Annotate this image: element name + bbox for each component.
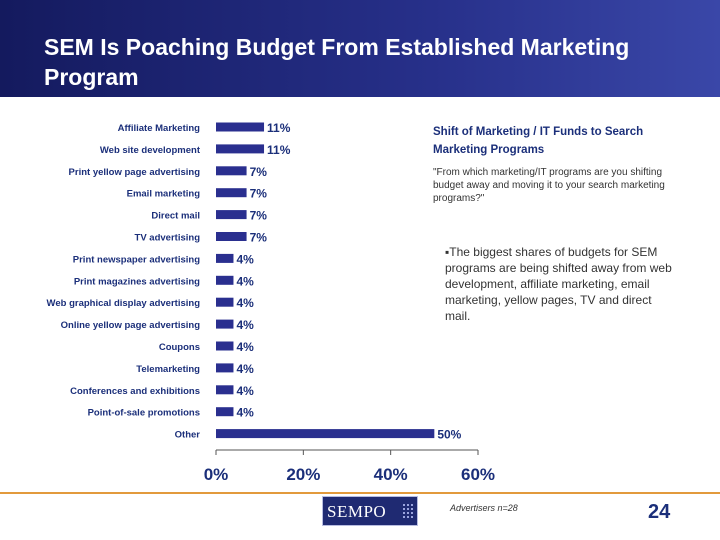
category-label: Conferences and exhibitions	[70, 386, 200, 397]
bar-value-label: 4%	[236, 296, 254, 310]
category-label: Point-of-sale promotions	[88, 408, 200, 419]
category-label: Print yellow page advertising	[69, 167, 201, 178]
bar-value-label: 4%	[236, 340, 254, 354]
category-label: Email marketing	[127, 189, 201, 200]
bar-chart: Affiliate Marketing 11% Web site developme…	[47, 121, 495, 484]
survey-question: "From which marketing/IT programs are yo…	[433, 167, 665, 204]
category-label: Direct mail	[151, 211, 200, 222]
bar-value-label: 7%	[250, 231, 268, 245]
x-tick-label: 60%	[461, 465, 495, 484]
bar	[216, 232, 247, 241]
key-finding: ▪The biggest shares of budgets for SEM p…	[445, 245, 672, 323]
category-label: Telemarketing	[136, 364, 200, 375]
category-label: Online yellow page advertising	[61, 320, 201, 331]
sempo-logo: SEMPO	[322, 496, 418, 526]
category-label: Print magazines advertising	[74, 276, 200, 287]
category-label: Affiliate Marketing	[118, 123, 201, 134]
footer-divider	[0, 492, 720, 494]
bar-value-label: 7%	[250, 165, 268, 179]
bar-value-label: 7%	[250, 209, 268, 223]
bar-value-label: 4%	[236, 274, 254, 288]
bar	[216, 429, 435, 439]
bar	[216, 166, 247, 176]
bar	[216, 210, 247, 220]
bar	[216, 122, 265, 132]
bar-value-label: 4%	[236, 384, 254, 398]
bar	[216, 275, 234, 285]
bar-value-label: 50%	[437, 428, 461, 442]
sample-size-note: Advertisers n=28	[450, 503, 518, 513]
slide-title: SEM Is Poaching Budget From Established …	[44, 34, 630, 90]
bar-value-label: 4%	[236, 318, 254, 332]
logo-dots-icon	[403, 504, 413, 518]
bar	[216, 341, 234, 351]
bar-value-label: 11%	[267, 143, 291, 157]
logo-text: SEMPO	[327, 502, 387, 521]
bar	[216, 253, 234, 263]
x-tick-label: 0%	[204, 465, 229, 484]
bar	[216, 144, 265, 154]
category-label: Print newspaper advertising	[73, 254, 200, 265]
page-number: 24	[648, 501, 671, 523]
bar	[216, 188, 247, 198]
x-tick-label: 20%	[286, 465, 320, 484]
chart-subtitle: Shift of Marketing / IT Funds to Search …	[433, 126, 644, 156]
category-label: Coupons	[159, 342, 200, 353]
bar	[216, 363, 234, 373]
x-tick-label: 40%	[374, 465, 408, 484]
bar	[216, 385, 234, 395]
category-label: Web site development	[100, 145, 201, 156]
bar	[216, 319, 234, 329]
title-banner	[0, 0, 720, 97]
bar-value-label: 4%	[236, 362, 254, 376]
bar	[216, 407, 234, 417]
category-label: TV advertising	[135, 233, 201, 244]
bar	[216, 297, 234, 307]
bar-value-label: 4%	[236, 252, 254, 266]
category-label: Other	[175, 430, 201, 441]
bar-value-label: 4%	[236, 406, 254, 420]
bar-value-label: 11%	[267, 121, 291, 135]
category-label: Web graphical display advertising	[47, 298, 201, 309]
bar-value-label: 7%	[250, 187, 268, 201]
